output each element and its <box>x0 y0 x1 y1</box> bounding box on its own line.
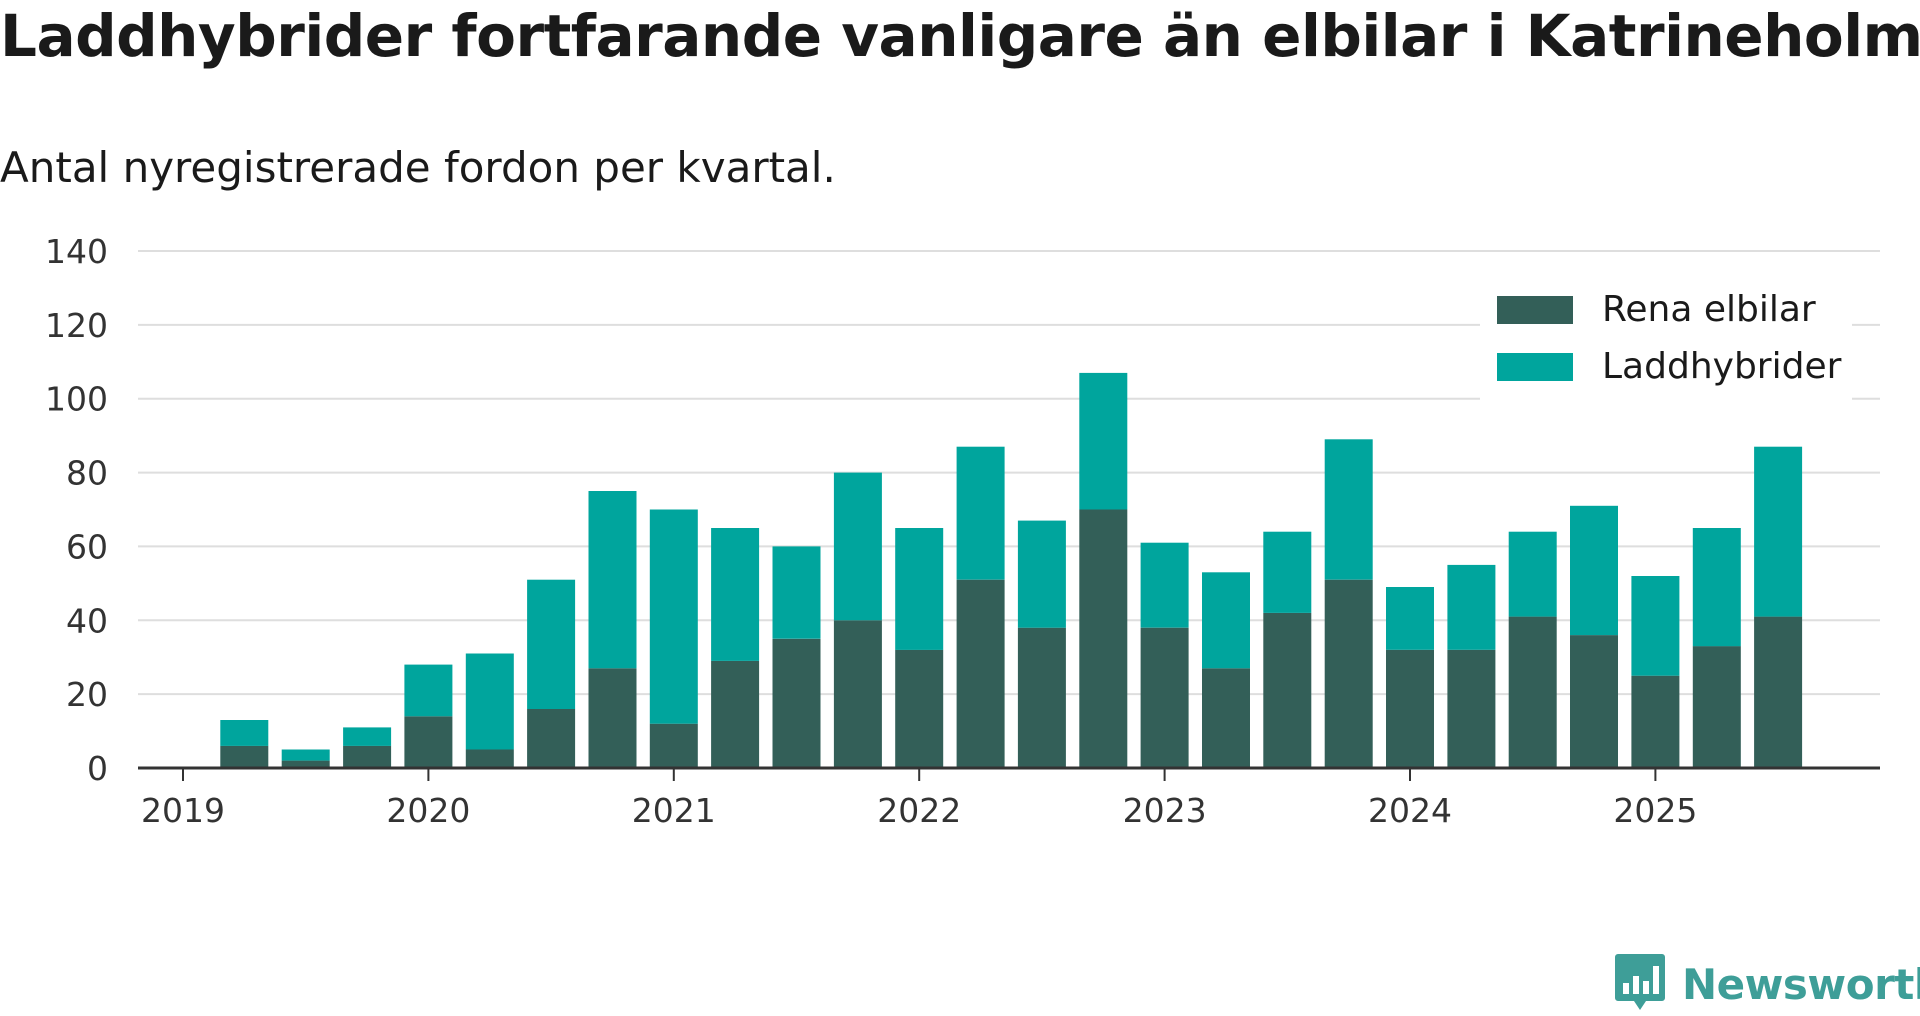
x-tick-label: 2022 <box>877 791 961 830</box>
bar-rena-elbilar <box>1754 616 1803 768</box>
bar-rena-elbilar <box>220 745 269 768</box>
bar-rena-elbilar <box>895 649 944 768</box>
bar-laddhybrider <box>1079 372 1128 510</box>
bar-laddhybrider <box>527 579 576 709</box>
newsworthy-logo-icon <box>1614 952 1666 1016</box>
y-tick-label: 20 <box>66 675 108 714</box>
bar-rena-elbilar <box>833 620 882 768</box>
x-tick-label: 2019 <box>141 791 225 830</box>
bar-laddhybrider <box>1754 446 1803 617</box>
y-tick-label: 100 <box>45 380 108 419</box>
axes: 0 20 40 60 80 100 120 140 2019 2020 2021 2022 2023 20… <box>45 232 1880 830</box>
bar-laddhybrider <box>404 664 453 717</box>
bar-rena-elbilar <box>1017 627 1066 768</box>
x-tick-label: 2023 <box>1123 791 1207 830</box>
bar-laddhybrider <box>1692 528 1741 647</box>
bar-rena-elbilar <box>1386 649 1434 768</box>
y-tick-label: 40 <box>66 601 108 640</box>
legend-label: Rena elbilar <box>1602 289 1816 330</box>
bar-rena-elbilar <box>1570 635 1618 768</box>
bar-rena-elbilar <box>527 708 576 768</box>
chart-subtitle: Antal nyregistrerade fordon per kvartal. <box>0 143 836 192</box>
bar-rena-elbilar <box>1631 675 1680 768</box>
bar-rena-elbilar <box>711 660 760 768</box>
bar-laddhybrider <box>1508 531 1557 617</box>
bar-rena-elbilar <box>956 579 1005 768</box>
x-tick-label: 2020 <box>386 791 470 830</box>
y-tick-label: 80 <box>66 454 108 493</box>
bar-laddhybrider <box>1447 564 1496 650</box>
bars <box>220 372 1803 769</box>
bar-laddhybrider <box>1017 520 1066 628</box>
bar-laddhybrider <box>649 509 698 724</box>
bar-rena-elbilar <box>1447 649 1496 768</box>
bar-laddhybrider <box>711 528 760 661</box>
bar-laddhybrider <box>1202 572 1250 669</box>
legend: Rena elbilar Laddhybrider <box>1480 268 1852 400</box>
bar-rena-elbilar <box>649 723 698 768</box>
bar-laddhybrider <box>1140 542 1189 628</box>
bar-rena-elbilar <box>772 638 821 769</box>
bar-rena-elbilar <box>465 749 514 768</box>
bar-laddhybrider <box>465 653 514 750</box>
legend-label: Laddhybrider <box>1602 346 1842 387</box>
y-tick-label: 140 <box>45 232 108 271</box>
newsworthy-brand: Newsworthy <box>1614 952 1920 1016</box>
x-tick-label: 2025 <box>1613 791 1697 830</box>
legend-swatch <box>1497 296 1573 324</box>
bar-laddhybrider <box>895 528 944 650</box>
bar-laddhybrider <box>588 491 637 669</box>
bar-rena-elbilar <box>343 745 392 768</box>
bar-rena-elbilar <box>1140 627 1189 768</box>
bar-laddhybrider <box>220 720 269 746</box>
chart-title: Laddhybrider fortfarande vanligare än el… <box>0 2 1920 70</box>
bar-rena-elbilar <box>1692 646 1741 768</box>
bar-laddhybrider <box>1631 576 1680 676</box>
bar-laddhybrider <box>1570 505 1618 636</box>
bar-rena-elbilar <box>1324 579 1373 768</box>
brand-name: Newsworthy <box>1682 959 1920 1009</box>
bar-laddhybrider <box>956 446 1005 580</box>
bar-rena-elbilar <box>1508 616 1557 768</box>
bar-rena-elbilar <box>588 668 637 768</box>
bar-laddhybrider <box>1263 531 1312 613</box>
bar-laddhybrider <box>772 546 821 639</box>
bar-rena-elbilar <box>1202 668 1250 768</box>
bar-rena-elbilar <box>1079 509 1128 768</box>
bar-laddhybrider <box>343 727 392 746</box>
bar-laddhybrider <box>833 472 882 621</box>
y-tick-label: 0 <box>87 749 108 788</box>
bar-rena-elbilar <box>281 760 330 768</box>
x-tick-label: 2024 <box>1368 791 1452 830</box>
bar-laddhybrider <box>281 749 330 761</box>
bar-rena-elbilar <box>404 716 453 768</box>
x-tick-label: 2021 <box>632 791 716 830</box>
y-tick-label: 60 <box>66 527 108 566</box>
bar-laddhybrider <box>1324 439 1373 580</box>
bar-rena-elbilar <box>1263 612 1312 768</box>
legend-swatch <box>1497 353 1573 381</box>
bar-laddhybrider <box>1386 587 1434 650</box>
y-tick-label: 120 <box>45 306 108 345</box>
